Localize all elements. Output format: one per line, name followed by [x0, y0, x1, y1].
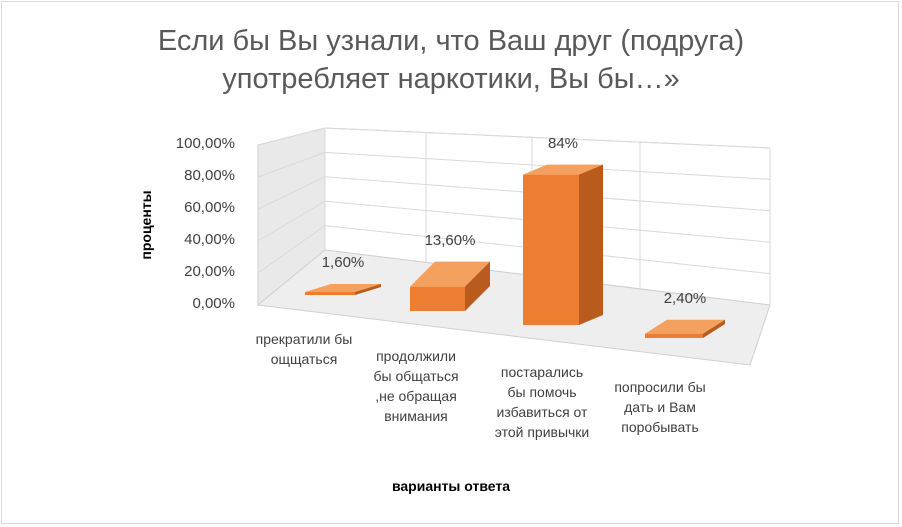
category-label-line: ,не обращая [375, 388, 457, 404]
y-tick-label: 40,00% [184, 231, 235, 248]
category-label-line: внимания [384, 408, 448, 424]
category-label: прекратили бы ощщаться [244, 329, 364, 369]
category-label: продолжили бы общаться ,не обращая внимания [356, 346, 476, 426]
category-label-line: этой привычки [494, 424, 590, 440]
bar-top [645, 319, 725, 334]
bar-side [355, 284, 381, 295]
category-label-line: бы общаться [373, 368, 459, 384]
bar-side [579, 164, 603, 325]
bar-top [305, 284, 381, 292]
data-label: 1,60% [321, 254, 365, 271]
bar-side [703, 319, 725, 338]
chart-title-line-1: Если бы Вы узнали, что Ваш друг (подруга… [157, 25, 745, 57]
gridline-side [257, 225, 326, 274]
y-tick-label: 100,00% [175, 135, 235, 152]
category-label-line: поробывать [621, 419, 699, 435]
bar-top [523, 164, 603, 175]
category-label-line: постарались [500, 364, 584, 380]
category-label-line: прекратили бы [255, 331, 353, 347]
chart-title: Если бы Вы узнали, что Ваш друг (подруга… [0, 22, 902, 98]
bar-side [465, 261, 490, 311]
data-label: 84% [547, 134, 579, 152]
y-tick-label: 20,00% [184, 263, 235, 280]
category-label-line: бы помочь [507, 384, 577, 400]
y-tick-label: 0,00% [192, 295, 235, 312]
y-tick-label: 80,00% [184, 167, 235, 184]
y-tick-label: 60,00% [184, 199, 235, 216]
gridline-side [257, 151, 326, 178]
gridline-side [257, 200, 326, 242]
x-axis-label: варианты ответа [391, 478, 511, 494]
gridline [324, 127, 771, 149]
bar [645, 333, 703, 338]
category-label-line: избавиться от [496, 404, 588, 420]
bar-top [410, 261, 490, 287]
gridline-side [257, 127, 326, 146]
gridline-side [257, 176, 326, 210]
bar [305, 292, 355, 295]
category-label: попросили бы дать и Вам поробывать [600, 377, 720, 437]
bar [523, 174, 579, 325]
category-label-line: продолжили [376, 348, 456, 364]
category-label-line: попросили бы [614, 379, 706, 395]
data-label: 13,60% [424, 231, 476, 249]
category-label: постарались бы помочь избавиться от этой пр… [472, 362, 612, 442]
chart-title-line-2: употребляет наркотики, Вы бы…» [222, 63, 680, 95]
bar [410, 286, 465, 311]
category-label-line: дать и Вам [624, 399, 696, 415]
category-label-line: ощщаться [270, 351, 338, 367]
data-label: 2,40% [663, 289, 707, 307]
